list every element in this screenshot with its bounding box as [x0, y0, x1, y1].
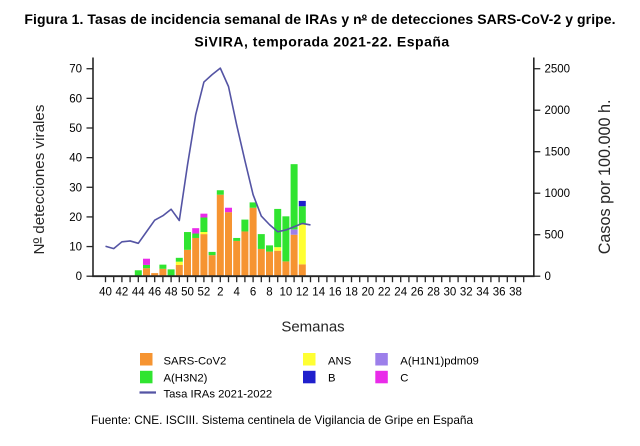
svg-text:60: 60: [69, 93, 82, 105]
svg-text:2: 2: [217, 287, 223, 299]
svg-text:8: 8: [266, 287, 272, 299]
svg-text:Semanas: Semanas: [281, 319, 344, 336]
svg-text:44: 44: [132, 287, 145, 299]
svg-text:14: 14: [312, 287, 325, 299]
svg-text:C: C: [400, 373, 408, 385]
svg-text:B: B: [328, 373, 336, 385]
svg-text:20: 20: [69, 212, 82, 224]
svg-text:28: 28: [427, 287, 440, 299]
svg-text:SiVIRA, temporada 2021-22. Esp: SiVIRA, temporada 2021-22. España: [194, 34, 449, 50]
svg-text:A(H3N2): A(H3N2): [164, 373, 208, 385]
svg-text:Tasa IRAs 2021-2022: Tasa IRAs 2021-2022: [164, 389, 273, 401]
svg-text:Figura 1. Tasas de incidencia: Figura 1. Tasas de incidencia semanal de…: [24, 11, 615, 27]
svg-text:30: 30: [69, 182, 82, 194]
svg-text:A(H1N1)pdm09: A(H1N1)pdm09: [400, 356, 478, 368]
svg-text:50: 50: [181, 287, 194, 299]
svg-text:18: 18: [345, 287, 358, 299]
svg-text:38: 38: [509, 287, 522, 299]
svg-text:Nº detecciones virales: Nº detecciones virales: [31, 104, 48, 254]
svg-text:24: 24: [394, 287, 407, 299]
svg-text:52: 52: [198, 287, 211, 299]
svg-text:Fuente: CNE. ISCIII. Sistema c: Fuente: CNE. ISCIII. Sistema centinela d…: [91, 413, 474, 427]
svg-text:46: 46: [148, 287, 161, 299]
svg-text:0: 0: [545, 271, 551, 283]
svg-text:50: 50: [69, 123, 82, 135]
svg-text:6: 6: [250, 287, 256, 299]
svg-text:SARS-CoV2: SARS-CoV2: [164, 356, 227, 368]
svg-text:10: 10: [280, 287, 293, 299]
svg-text:20: 20: [362, 287, 375, 299]
svg-text:42: 42: [116, 287, 129, 299]
svg-text:12: 12: [296, 287, 309, 299]
svg-text:70: 70: [69, 64, 82, 76]
svg-text:Casos por 100.000 h.: Casos por 100.000 h.: [596, 100, 614, 255]
svg-text:1000: 1000: [545, 188, 571, 200]
svg-text:16: 16: [329, 287, 342, 299]
svg-text:40: 40: [69, 153, 82, 165]
svg-text:40: 40: [99, 287, 112, 299]
svg-text:36: 36: [493, 287, 506, 299]
svg-text:30: 30: [444, 287, 457, 299]
svg-text:32: 32: [460, 287, 473, 299]
svg-text:10: 10: [69, 242, 82, 254]
svg-text:4: 4: [233, 287, 240, 299]
svg-text:2500: 2500: [545, 64, 571, 76]
svg-text:22: 22: [378, 287, 391, 299]
svg-text:2000: 2000: [545, 105, 571, 117]
svg-text:34: 34: [476, 287, 489, 299]
svg-text:500: 500: [545, 230, 564, 242]
svg-text:26: 26: [411, 287, 424, 299]
svg-text:0: 0: [76, 271, 82, 283]
svg-text:1500: 1500: [545, 147, 571, 159]
svg-text:48: 48: [165, 287, 178, 299]
svg-text:ANS: ANS: [328, 356, 352, 368]
